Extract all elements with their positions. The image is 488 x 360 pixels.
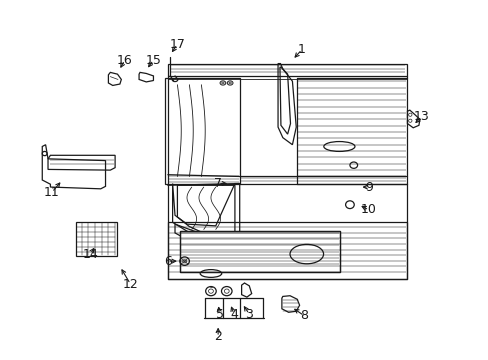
Text: 8: 8 bbox=[300, 309, 308, 322]
Text: 11: 11 bbox=[44, 186, 60, 199]
Text: 16: 16 bbox=[117, 54, 132, 67]
Text: 13: 13 bbox=[413, 110, 429, 123]
Text: 15: 15 bbox=[145, 54, 161, 67]
Text: 9: 9 bbox=[365, 181, 372, 194]
Polygon shape bbox=[180, 231, 340, 272]
Text: 17: 17 bbox=[169, 38, 185, 51]
Text: 3: 3 bbox=[245, 307, 253, 320]
Text: 5: 5 bbox=[215, 307, 223, 320]
Text: 1: 1 bbox=[298, 43, 305, 56]
Text: 4: 4 bbox=[229, 307, 237, 320]
Text: 6: 6 bbox=[163, 255, 171, 267]
Text: 10: 10 bbox=[361, 203, 376, 216]
Text: 2: 2 bbox=[214, 330, 222, 343]
Text: 7: 7 bbox=[214, 177, 222, 190]
Text: 14: 14 bbox=[82, 248, 98, 261]
Text: 12: 12 bbox=[122, 278, 138, 291]
